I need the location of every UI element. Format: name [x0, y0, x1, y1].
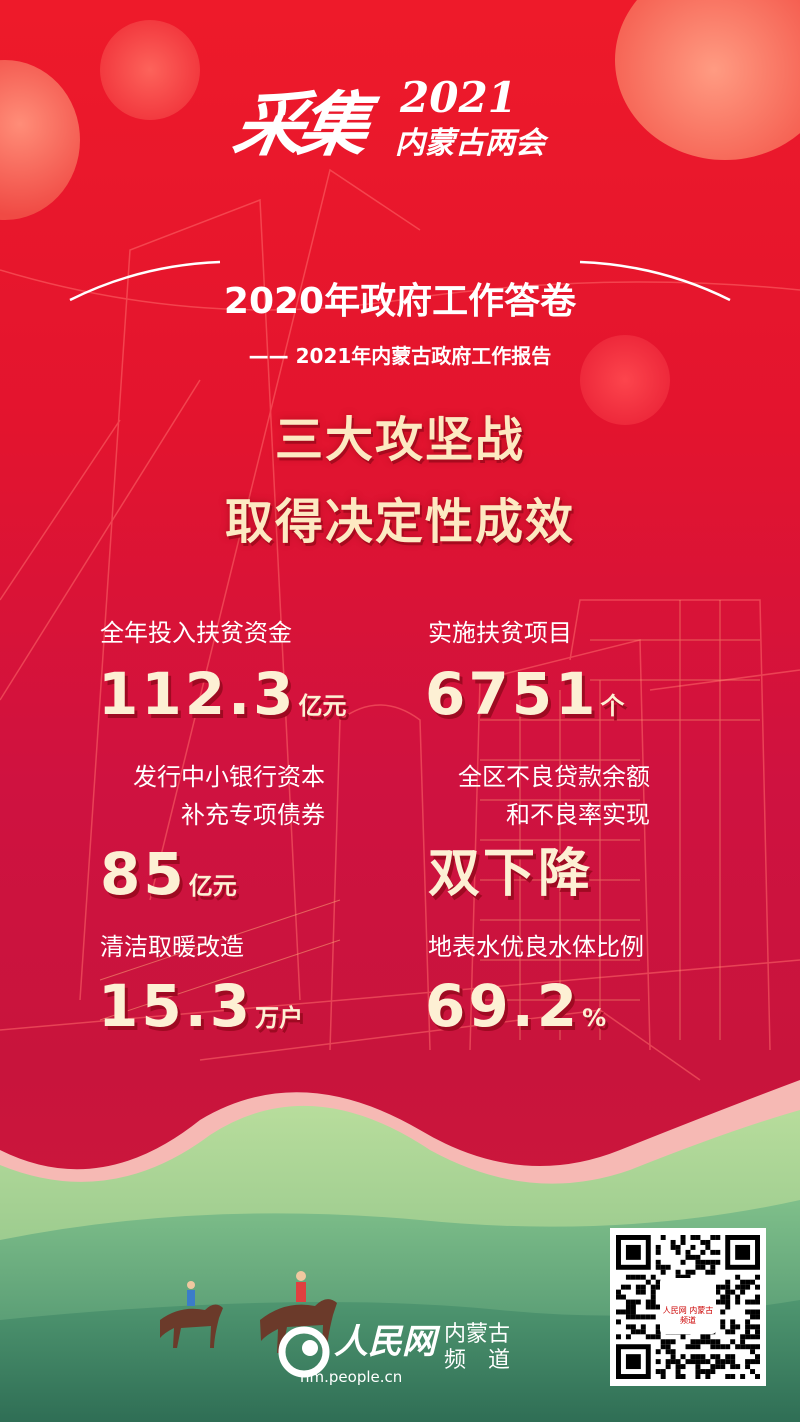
stat-unit: 个: [600, 692, 625, 720]
headline-line-1: 三大攻坚战: [274, 412, 525, 468]
stat-value: 112.3亿元: [98, 662, 346, 738]
horse-riders: [160, 1299, 337, 1353]
logo-year: 2021: [400, 73, 517, 122]
channel-line: 频 道: [444, 1348, 511, 1373]
page-title: 2020年政府工作答卷: [223, 281, 577, 322]
stat-label: 地表水优良水体比例: [428, 933, 644, 961]
stat-label-line: 补充专项债券: [181, 801, 325, 829]
page-subtitle: —— 2021年内蒙古政府工作报告: [248, 344, 552, 368]
stat-value: 双下降: [428, 842, 593, 906]
stat-label: 发行中小银行资本 补充专项债券: [100, 758, 325, 834]
stat-label: 清洁取暖改造: [100, 933, 244, 961]
stat-unit: 亿元: [188, 872, 237, 900]
stat-value: 85亿元: [100, 842, 237, 918]
stat-label-line: 发行中小银行资本: [133, 763, 325, 791]
stat-value: 69.2%: [425, 974, 606, 1050]
stat-label-line: 全区不良贷款余额: [458, 763, 650, 791]
stat-number: 双下降: [428, 844, 594, 904]
stat-label: 全区不良贷款余额 和不良率实现: [428, 758, 650, 834]
headline-line-2: 取得决定性成效: [224, 494, 575, 550]
stat-unit: 万户: [255, 1004, 304, 1032]
channel-line: 内蒙古: [444, 1322, 511, 1347]
stat-label: 实施扶贫项目: [428, 619, 572, 647]
decorative-circle: [580, 335, 670, 425]
decorative-circle: [100, 20, 200, 120]
stat-number: 112.3: [98, 660, 297, 728]
qr-badge-text: 人民网 内蒙古频道: [662, 1306, 714, 1325]
stat-label-line: 和不良率实现: [506, 801, 650, 829]
stat-unit: %: [582, 1004, 607, 1032]
stat-unit: 亿元: [298, 692, 347, 720]
stat-number: 69.2: [425, 972, 581, 1040]
stat-number: 6751: [425, 660, 599, 728]
brand-name: 人民网: [334, 1322, 436, 1362]
qr-center-badge: 人民网 内蒙古频道: [660, 1278, 716, 1334]
stat-value: 6751个: [425, 662, 624, 738]
stat-number: 85: [100, 840, 187, 908]
brand-url: nm.people.cn: [300, 1368, 403, 1386]
stat-number: 15.3: [98, 972, 254, 1040]
stat-value: 15.3万户: [98, 974, 303, 1050]
logo-sub: 内蒙古两会: [395, 126, 545, 161]
people-logo-icon: [278, 1326, 330, 1378]
stat-label: 全年投入扶贫资金: [100, 619, 292, 647]
qr-code[interactable]: 人民网 内蒙古频道: [610, 1228, 766, 1386]
channel-name: 内蒙古 频 道: [444, 1322, 510, 1374]
